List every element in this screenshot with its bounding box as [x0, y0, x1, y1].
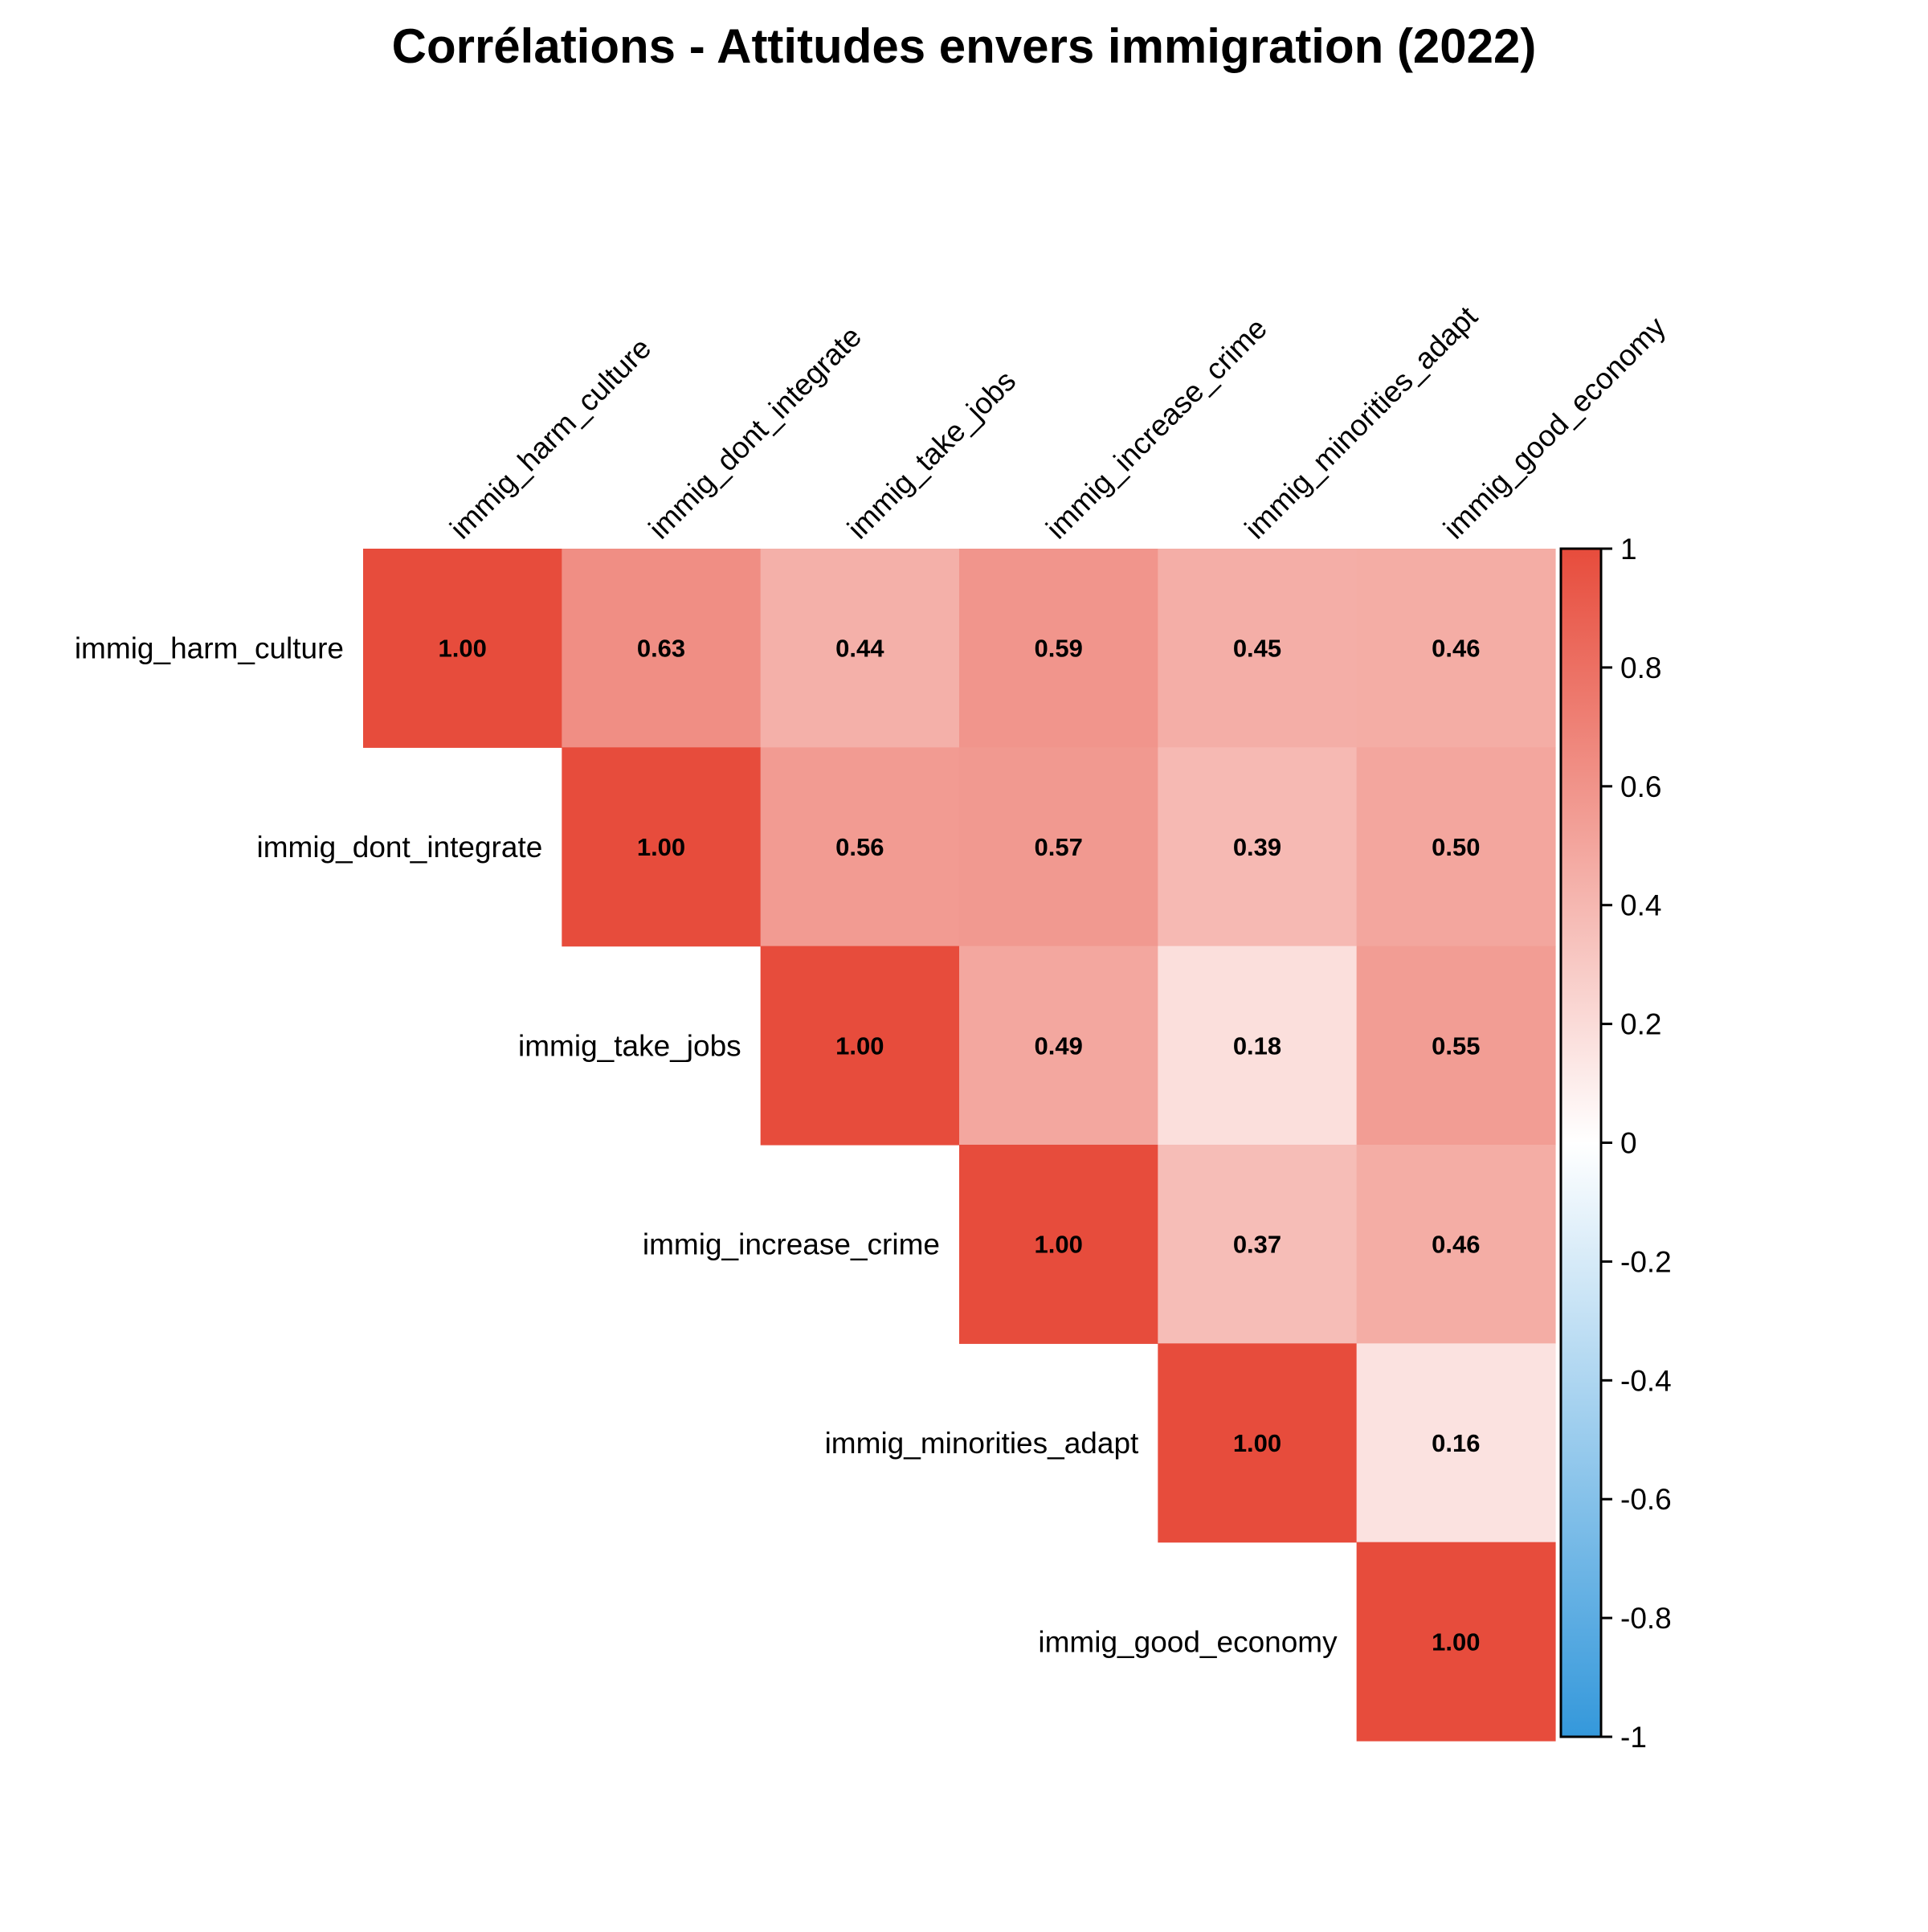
colorbar: 1 0.8 0.6 0.4 0.2 0 -0.2 -0.4 -0.6 -0.8 -1 — [1559, 533, 1672, 1754]
colorbar-tick-label: 0.6 — [1620, 770, 1661, 803]
heatmap-cell — [1158, 1144, 1358, 1344]
colorbar-tick-label: -0.8 — [1620, 1602, 1672, 1635]
heatmap-cell — [1356, 1343, 1556, 1543]
heatmap-cell — [760, 549, 960, 748]
cell-value-label: 0.59 — [1034, 635, 1082, 663]
colorbar-tick-label: 1 — [1620, 533, 1637, 566]
column-label: immig_harm_culture — [443, 332, 657, 545]
heatmap-cell — [1158, 747, 1358, 947]
cell-value-label: 0.49 — [1034, 1031, 1082, 1060]
colorbar-tick-label: -0.4 — [1620, 1364, 1672, 1397]
cell-value-label: 1.00 — [1034, 1231, 1082, 1259]
cell-value-label: 0.37 — [1233, 1231, 1281, 1259]
colorbar-tick-label: 0.2 — [1620, 1008, 1661, 1041]
colorbar-tick-label: -0.2 — [1620, 1245, 1672, 1278]
heatmap-cells: 1.00 0.63 0.44 0.59 0.45 0.46 1.00 0.56 0.57 0.39… — [363, 549, 1556, 1742]
colorbar-tick-label: 0.8 — [1620, 651, 1661, 684]
heatmap-cell — [1356, 1144, 1556, 1344]
colorbar-tick-label: -1 — [1620, 1721, 1647, 1754]
colorbar-ticks: 1 0.8 0.6 0.4 0.2 0 -0.2 -0.4 -0.6 -0.8 -1 — [1601, 533, 1672, 1754]
heatmap-cell — [958, 549, 1158, 748]
cell-value-label: 1.00 — [637, 833, 685, 861]
heatmap-cell — [1356, 946, 1556, 1146]
colorbar-tick-label: 0 — [1620, 1127, 1637, 1160]
cell-value-label: 0.46 — [1432, 635, 1480, 663]
heatmap-cell — [1158, 1343, 1358, 1543]
cell-value-label: 0.18 — [1233, 1031, 1281, 1060]
cell-value-label: 0.55 — [1432, 1031, 1480, 1060]
heatmap-cell — [1158, 549, 1358, 748]
cell-value-label: 1.00 — [1233, 1429, 1281, 1457]
row-label: immig_harm_culture — [75, 632, 344, 665]
cell-value-label: 0.16 — [1432, 1429, 1480, 1457]
cell-value-label: 0.50 — [1432, 833, 1480, 861]
cell-value-label: 1.00 — [1432, 1628, 1480, 1656]
colorbar-tick-label: 0.4 — [1620, 889, 1661, 922]
chart-title: Corrélations - Attitudes envers immigrat… — [392, 19, 1537, 73]
heatmap-cell — [562, 549, 762, 748]
heatmap-cell — [958, 747, 1158, 947]
heatmap-cell — [958, 946, 1158, 1146]
column-label: immig_increase_crime — [1040, 312, 1273, 545]
heatmap-cell — [562, 747, 762, 947]
row-label: immig_minorities_adapt — [825, 1427, 1139, 1460]
row-label: immig_good_economy — [1038, 1625, 1338, 1658]
cell-value-label: 0.46 — [1432, 1231, 1480, 1259]
column-label: immig_dont_integrate — [643, 320, 868, 545]
cell-value-label: 0.57 — [1034, 833, 1082, 861]
heatmap-cell — [1356, 549, 1556, 748]
heatmap-cell — [363, 549, 562, 748]
heatmap-cell — [760, 946, 960, 1146]
colorbar-gradient — [1559, 547, 1603, 1738]
cell-value-label: 0.44 — [835, 635, 884, 663]
heatmap-cell — [1356, 747, 1556, 947]
column-labels: immig_harm_cultureimmig_dont_integrateim… — [443, 300, 1672, 545]
column-label: immig_good_economy — [1437, 310, 1673, 545]
heatmap-cell — [1356, 1542, 1556, 1742]
cell-value-label: 0.56 — [835, 833, 884, 861]
row-labels: immig_harm_culture immig_dont_integrateim… — [75, 632, 1338, 1659]
cell-value-label: 0.39 — [1233, 833, 1281, 861]
heatmap-cell — [958, 1144, 1158, 1344]
row-label: immig_take_jobs — [518, 1029, 741, 1062]
cell-value-label: 1.00 — [438, 635, 486, 663]
cell-value-label: 0.45 — [1233, 635, 1281, 663]
row-label: immig_dont_integrate — [257, 831, 543, 864]
heatmap-cell — [1158, 946, 1358, 1146]
heatmap-cell — [760, 747, 960, 947]
row-label: immig_increase_crime — [643, 1228, 940, 1261]
cell-value-label: 1.00 — [835, 1031, 884, 1060]
colorbar-tick-label: -0.6 — [1620, 1483, 1672, 1516]
column-label: immig_take_jobs — [841, 364, 1022, 545]
cell-value-label: 0.63 — [637, 635, 685, 663]
column-label: immig_minorities_adapt — [1239, 300, 1485, 545]
